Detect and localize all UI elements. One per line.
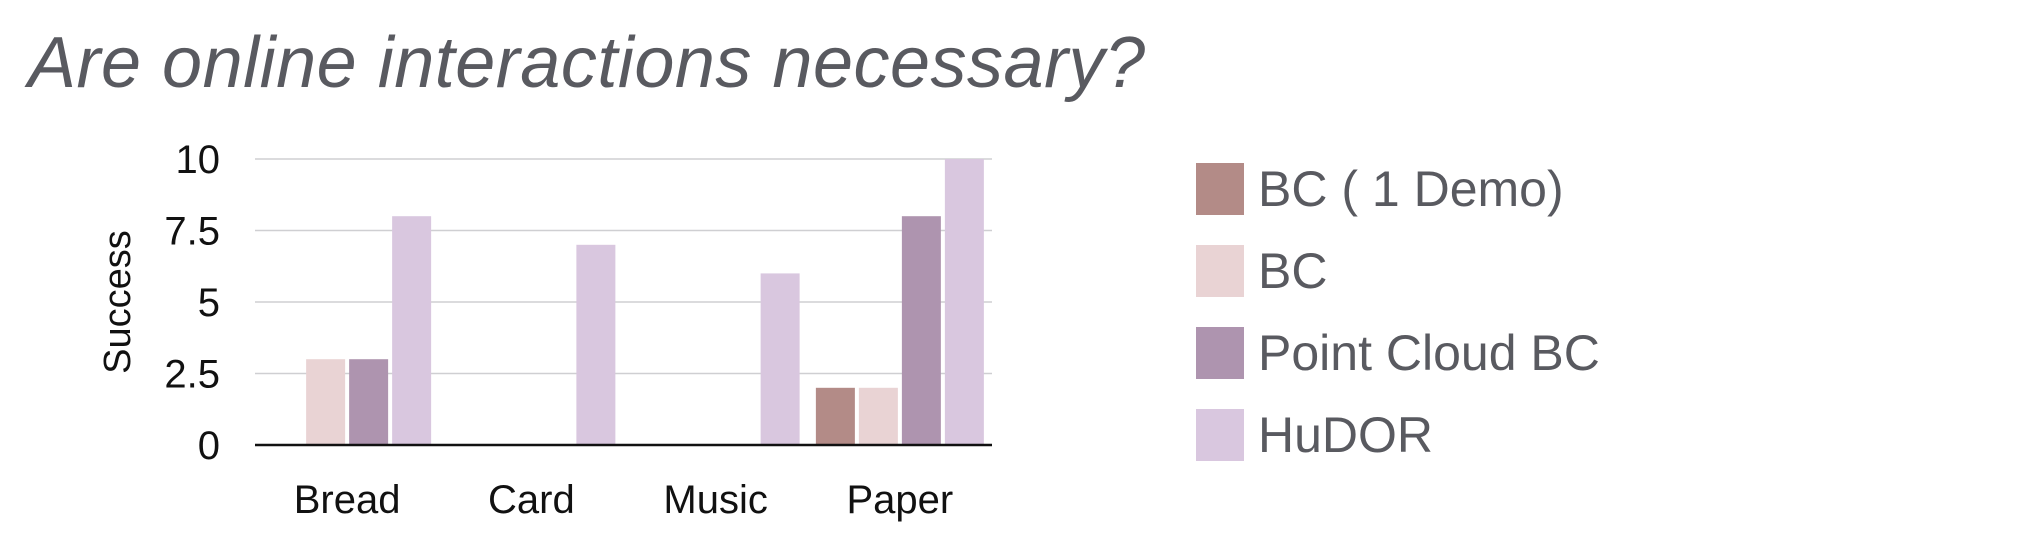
legend-item: HuDOR xyxy=(1196,394,1600,476)
y-axis-label: Success xyxy=(97,230,139,374)
x-tick-label: Card xyxy=(488,478,575,522)
legend-swatch xyxy=(1196,245,1244,297)
legend-item: BC ( 1 Demo) xyxy=(1196,148,1600,230)
page-title: Are online interactions necessary? xyxy=(28,23,1146,103)
x-tick-label: Paper xyxy=(847,478,954,522)
legend-swatch xyxy=(1196,163,1244,215)
legend-label: BC xyxy=(1258,243,1328,299)
axes: 0 2.5 5 7.5 10 Bread Card Music Paper xyxy=(164,138,992,522)
legend-swatch xyxy=(1196,327,1244,379)
y-tick-label: 7.5 xyxy=(164,210,220,254)
y-tick-label: 10 xyxy=(176,138,221,182)
legend-label: Point Cloud BC xyxy=(1258,325,1600,381)
legend: BC ( 1 Demo) BC Point Cloud BC HuDOR xyxy=(1196,148,1600,476)
bars xyxy=(306,159,984,445)
legend-item: Point Cloud BC xyxy=(1196,312,1600,394)
bar-paper-bc xyxy=(858,387,898,445)
gridlines xyxy=(255,158,992,375)
legend-label: BC ( 1 Demo) xyxy=(1258,161,1564,217)
bar-paper-hudor xyxy=(944,159,984,445)
legend-label: HuDOR xyxy=(1258,407,1434,463)
bar-bread-point-cloud-bc xyxy=(349,359,389,445)
y-tick-label: 2.5 xyxy=(164,353,220,397)
bar-bread-bc xyxy=(306,359,346,445)
x-tick-label: Bread xyxy=(294,478,401,522)
x-tick-label: Music xyxy=(663,478,767,522)
y-tick-label: 0 xyxy=(198,424,220,468)
bar-card-hudor xyxy=(576,244,616,445)
legend-item: BC xyxy=(1196,230,1600,312)
legend-swatch xyxy=(1196,409,1244,461)
bar-bread-hudor xyxy=(392,216,432,445)
bar-music-hudor xyxy=(760,273,800,445)
bar-paper-bc-1-demo xyxy=(815,387,855,445)
bar-paper-point-cloud-bc xyxy=(901,216,941,445)
y-tick-label: 5 xyxy=(198,281,220,325)
